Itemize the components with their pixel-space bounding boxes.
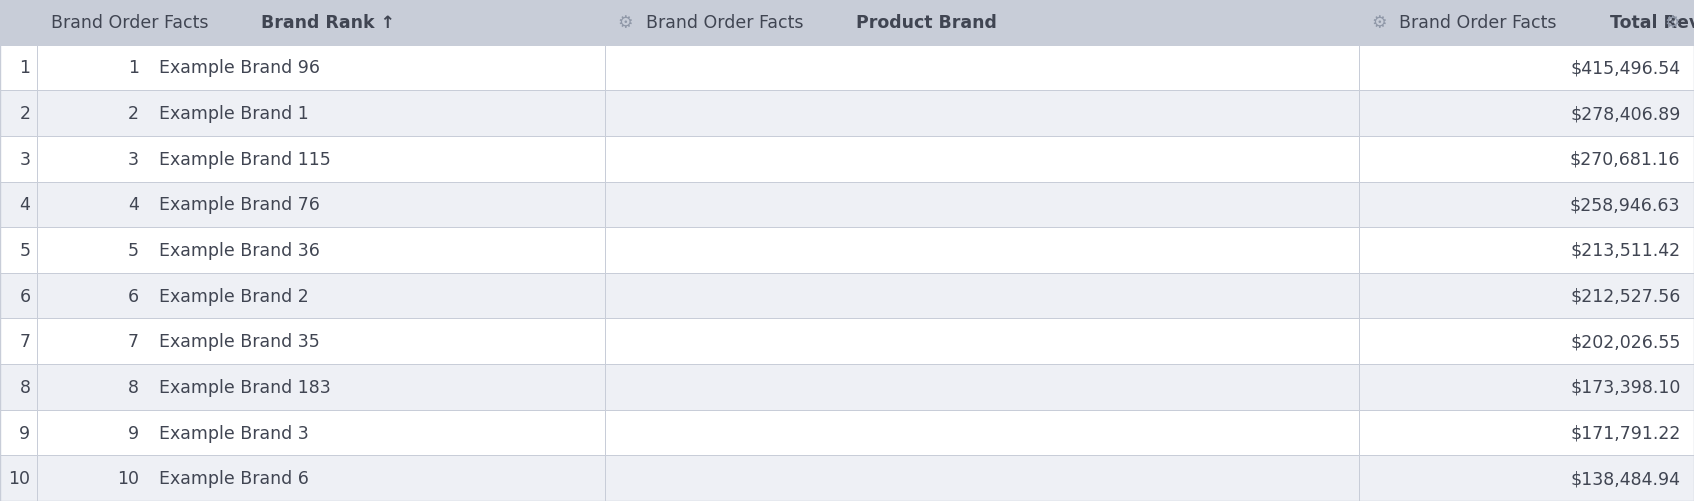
Text: Brand Order Facts: Brand Order Facts	[51, 14, 213, 32]
Text: 9: 9	[127, 424, 139, 442]
Text: ⚙: ⚙	[618, 14, 639, 32]
Bar	[1359, 455, 1694, 501]
Bar	[0, 91, 37, 137]
Bar	[605, 410, 1359, 455]
Bar	[37, 91, 605, 137]
Text: $212,527.56: $212,527.56	[1570, 287, 1680, 305]
Text: ⚙: ⚙	[1372, 14, 1392, 32]
Text: 1: 1	[20, 59, 30, 77]
Text: 1: 1	[129, 59, 139, 77]
Text: ⚙: ⚙	[1665, 14, 1680, 32]
Text: 5: 5	[20, 241, 30, 260]
Bar	[1359, 91, 1694, 137]
Text: 7: 7	[129, 333, 139, 351]
Text: 7: 7	[20, 333, 30, 351]
Bar	[605, 455, 1359, 501]
Text: Product Brand: Product Brand	[855, 14, 996, 32]
Text: 6: 6	[127, 287, 139, 305]
Bar	[1359, 0, 1694, 46]
Text: $270,681.16: $270,681.16	[1570, 150, 1680, 168]
Text: 5: 5	[129, 241, 139, 260]
Bar	[37, 455, 605, 501]
Bar	[605, 137, 1359, 182]
Text: 10: 10	[117, 469, 139, 487]
Bar	[1359, 410, 1694, 455]
Text: Example Brand 2: Example Brand 2	[159, 287, 308, 305]
Text: Example Brand 6: Example Brand 6	[159, 469, 308, 487]
Bar	[0, 273, 37, 319]
Text: Example Brand 183: Example Brand 183	[159, 378, 330, 396]
Bar	[37, 319, 605, 364]
Text: 4: 4	[129, 196, 139, 214]
Text: Example Brand 76: Example Brand 76	[159, 196, 320, 214]
Bar	[37, 410, 605, 455]
Bar	[0, 46, 37, 91]
Text: 3: 3	[20, 150, 30, 168]
Bar	[1359, 319, 1694, 364]
Text: Example Brand 36: Example Brand 36	[159, 241, 320, 260]
Bar	[1359, 46, 1694, 91]
Bar	[1359, 273, 1694, 319]
Text: Brand Order Facts: Brand Order Facts	[1399, 14, 1562, 32]
Bar	[37, 273, 605, 319]
Bar	[0, 319, 37, 364]
Text: 8: 8	[129, 378, 139, 396]
Text: 6: 6	[19, 287, 30, 305]
Text: 2: 2	[129, 105, 139, 123]
Bar	[605, 0, 1359, 46]
Bar	[37, 228, 605, 273]
Bar	[0, 228, 37, 273]
Text: Example Brand 115: Example Brand 115	[159, 150, 330, 168]
Bar	[0, 364, 37, 410]
Bar	[605, 364, 1359, 410]
Bar	[0, 137, 37, 182]
Text: Example Brand 3: Example Brand 3	[159, 424, 308, 442]
Bar	[605, 319, 1359, 364]
Text: 9: 9	[19, 424, 30, 442]
Bar	[1359, 137, 1694, 182]
Text: $213,511.42: $213,511.42	[1570, 241, 1680, 260]
Text: Brand Order Facts: Brand Order Facts	[645, 14, 808, 32]
Bar	[0, 455, 37, 501]
Bar	[0, 0, 37, 46]
Bar	[605, 91, 1359, 137]
Text: 4: 4	[20, 196, 30, 214]
Text: $278,406.89: $278,406.89	[1570, 105, 1680, 123]
Bar	[37, 137, 605, 182]
Bar	[37, 364, 605, 410]
Text: Example Brand 35: Example Brand 35	[159, 333, 320, 351]
Bar	[37, 182, 605, 228]
Text: Brand Rank ↑: Brand Rank ↑	[261, 14, 395, 32]
Text: Total Revenue: Total Revenue	[1609, 14, 1694, 32]
Bar	[0, 182, 37, 228]
Bar	[1359, 228, 1694, 273]
Bar	[37, 46, 605, 91]
Text: 3: 3	[129, 150, 139, 168]
Bar	[605, 46, 1359, 91]
Text: $171,791.22: $171,791.22	[1570, 424, 1680, 442]
Bar	[0, 410, 37, 455]
Bar	[605, 273, 1359, 319]
Text: Example Brand 96: Example Brand 96	[159, 59, 320, 77]
Text: Example Brand 1: Example Brand 1	[159, 105, 308, 123]
Text: $258,946.63: $258,946.63	[1570, 196, 1680, 214]
Text: $173,398.10: $173,398.10	[1570, 378, 1680, 396]
Text: $202,026.55: $202,026.55	[1570, 333, 1680, 351]
Bar	[605, 182, 1359, 228]
Text: $138,484.94: $138,484.94	[1570, 469, 1680, 487]
Text: $415,496.54: $415,496.54	[1570, 59, 1680, 77]
Bar	[605, 228, 1359, 273]
Bar	[1359, 364, 1694, 410]
Bar	[37, 0, 605, 46]
Bar	[1359, 182, 1694, 228]
Text: 10: 10	[8, 469, 30, 487]
Text: 8: 8	[20, 378, 30, 396]
Text: 2: 2	[20, 105, 30, 123]
